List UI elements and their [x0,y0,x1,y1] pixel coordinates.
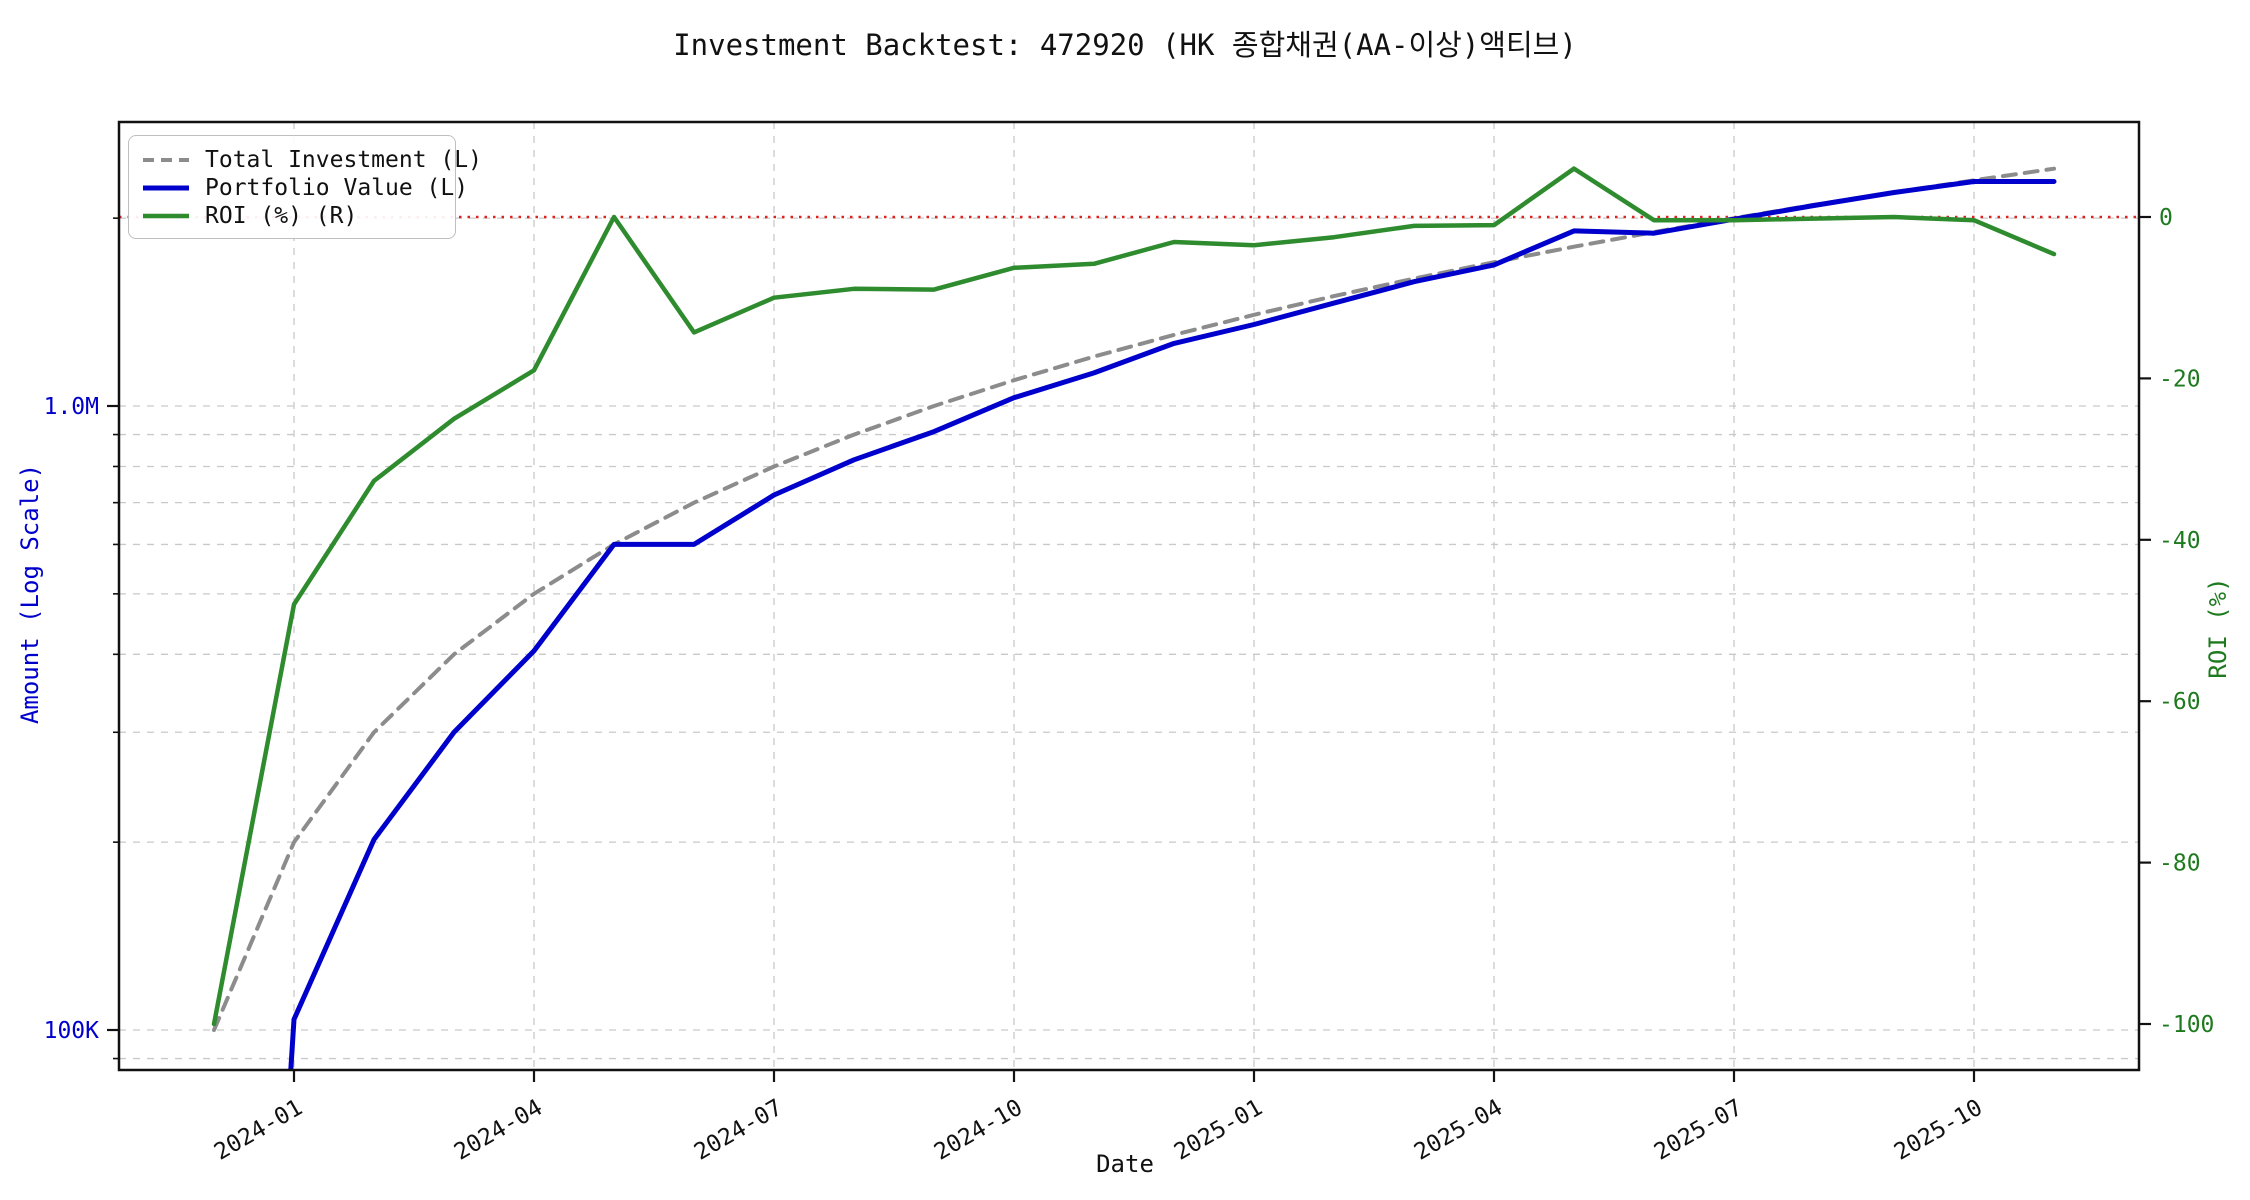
roi-swatch [143,213,189,219]
roi-line [211,166,2057,1027]
tick-label: -40 [2159,528,2201,554]
y-axis-label-right: ROI (%) [2204,577,2232,679]
tick-label: -60 [2159,689,2201,715]
plot-background [119,122,2139,1070]
tick-label: 0 [2159,205,2173,231]
y-axis-label-left: Amount (Log Scale) [16,463,44,725]
legend-label: ROI (%) (R) [205,203,358,229]
total-investment-swatch [143,158,189,162]
legend-item-portfolio-value: Portfolio Value (L) [143,174,468,202]
tick-label: -20 [2159,366,2201,392]
legend-label: Total Investment (L) [205,147,482,173]
plot-border [117,120,2141,1072]
x-axis-label: Date [1096,1150,1154,1178]
chart-title: Investment Backtest: 472920 (HK 종합채권(AA-… [673,28,1577,62]
portfolio-value-line [288,179,2057,1070]
legend-label: Portfolio Value (L) [205,175,469,201]
tick-label: 1.0M [44,394,99,420]
legend-item-total-investment: Total Investment (L) [143,146,482,174]
legend-item-roi: ROI (%) (R) [143,202,443,230]
tick-label: 100K [44,1018,100,1044]
tick-label: -80 [2159,851,2201,877]
tick-label: -100 [2159,1012,2214,1038]
portfolio-value-swatch [143,185,189,191]
legend: Total Investment (L) Portfolio Value (L)… [128,135,482,239]
